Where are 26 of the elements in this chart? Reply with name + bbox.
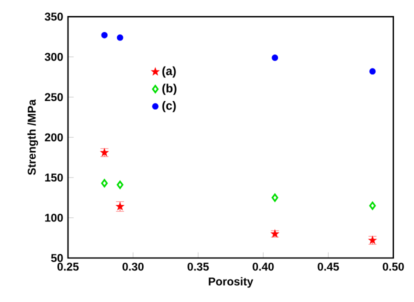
point: [101, 179, 108, 188]
y-axis-title: Strength /MPa: [27, 99, 38, 175]
y-tick-label: 50: [51, 254, 63, 262]
y-tick-label: 150: [45, 174, 63, 182]
x-axis-title: Porosity: [208, 277, 254, 288]
point: [116, 34, 124, 41]
x-tick-label: 0.45: [318, 262, 339, 271]
x-tick-label: 0.40: [252, 262, 274, 271]
point: [369, 202, 376, 210]
y-tick-label: 200: [44, 133, 63, 142]
x-tick-label: 0.30: [122, 262, 144, 271]
point: [369, 68, 376, 75]
point: [116, 180, 124, 189]
y-tick-label: 250: [44, 93, 63, 102]
point: [272, 194, 278, 202]
point: [101, 32, 108, 38]
point: [272, 54, 278, 61]
legend-label: (a): [162, 66, 176, 78]
x-tick-label: 0.25: [57, 262, 79, 271]
y-tick-label: 100: [45, 214, 63, 222]
y-tick-label: 350: [44, 12, 63, 21]
legend-label: (c): [162, 101, 176, 112]
x-tick-label: 0.50: [382, 262, 404, 271]
y-tick-label: 300: [44, 52, 63, 61]
x-tick-label: 0.35: [188, 262, 209, 271]
legend-label: (b): [162, 84, 176, 95]
